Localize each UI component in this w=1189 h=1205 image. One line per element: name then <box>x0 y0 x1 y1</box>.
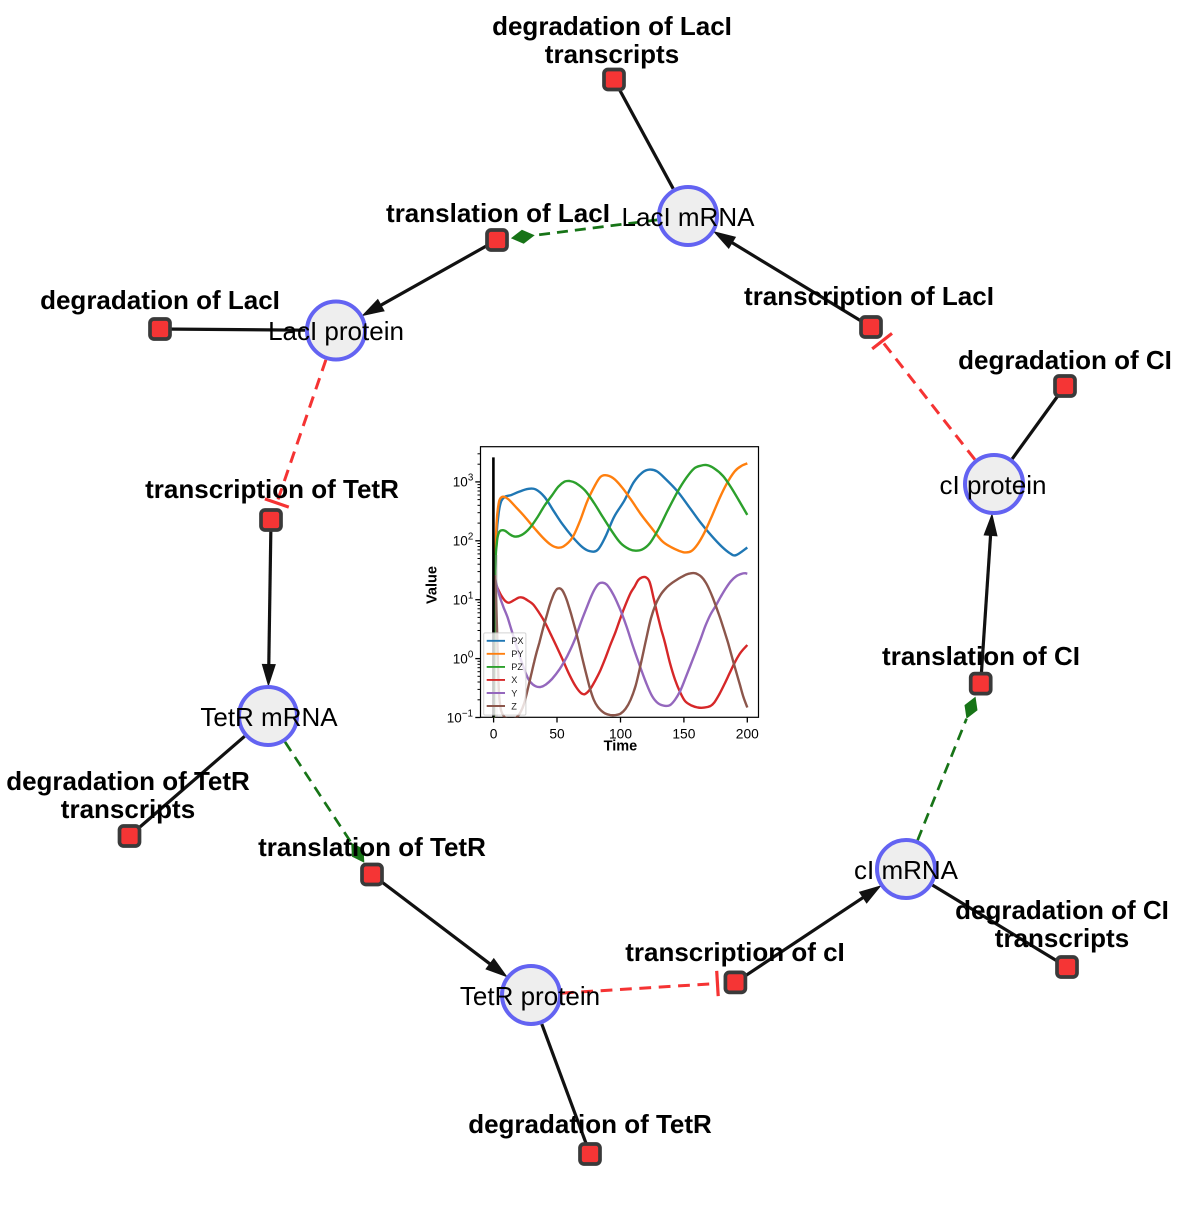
svg-text:degradation of CI: degradation of CI <box>958 345 1172 375</box>
svg-text:50: 50 <box>549 726 565 741</box>
svg-text:Time: Time <box>604 739 638 755</box>
svg-text:transcripts: transcripts <box>545 39 679 69</box>
svg-text:150: 150 <box>672 726 695 741</box>
svg-text:Y: Y <box>511 688 517 698</box>
svg-text:TetR protein: TetR protein <box>460 981 600 1011</box>
svg-text:translation of LacI: translation of LacI <box>386 198 610 228</box>
svg-text:transcripts: transcripts <box>61 794 195 824</box>
svg-text:PX: PX <box>511 636 523 646</box>
svg-text:translation of CI: translation of CI <box>882 641 1080 671</box>
svg-text:transcripts: transcripts <box>995 923 1129 953</box>
svg-text:200: 200 <box>736 726 759 741</box>
svg-text:LacI protein: LacI protein <box>268 316 404 346</box>
svg-text:X: X <box>511 675 517 685</box>
svg-text:Value: Value <box>425 566 441 604</box>
svg-text:TetR mRNA: TetR mRNA <box>200 702 338 732</box>
svg-text:PZ: PZ <box>511 662 523 672</box>
svg-text:degradation of TetR: degradation of TetR <box>468 1109 712 1139</box>
svg-text:transcription of TetR: transcription of TetR <box>145 474 399 504</box>
svg-text:cI mRNA: cI mRNA <box>854 855 959 885</box>
svg-text:Z: Z <box>511 701 517 711</box>
svg-text:transcription of cI: transcription of cI <box>625 937 845 967</box>
svg-text:LacI mRNA: LacI mRNA <box>622 202 756 232</box>
svg-text:degradation of LacI: degradation of LacI <box>492 11 732 41</box>
svg-text:degradation of LacI: degradation of LacI <box>40 285 280 315</box>
svg-text:transcription of LacI: transcription of LacI <box>744 281 994 311</box>
svg-text:translation of TetR: translation of TetR <box>258 832 486 862</box>
svg-text:PY: PY <box>511 649 523 659</box>
svg-text:degradation of TetR: degradation of TetR <box>6 766 250 796</box>
svg-text:100: 100 <box>609 726 632 741</box>
svg-text:0: 0 <box>490 726 498 741</box>
svg-text:degradation of CI: degradation of CI <box>955 895 1169 925</box>
svg-text:cI protein: cI protein <box>940 470 1047 500</box>
